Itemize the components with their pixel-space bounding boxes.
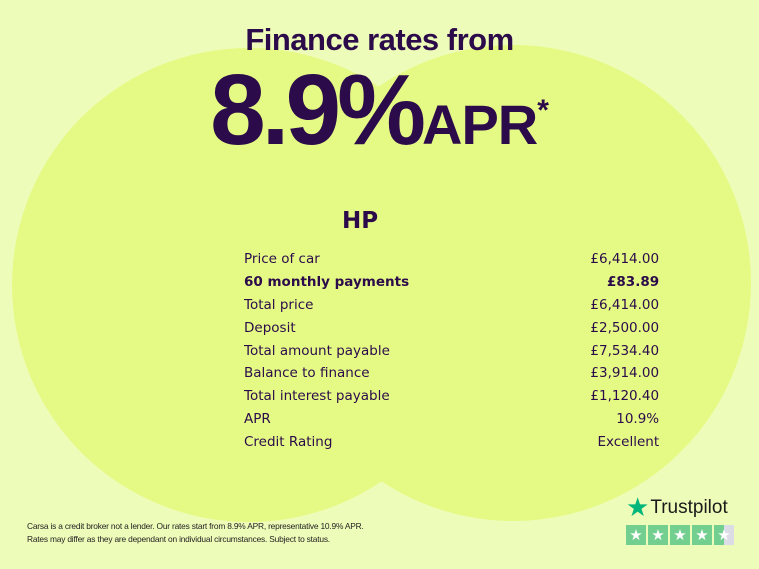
- row-value: £83.89: [607, 274, 660, 291]
- trustpilot-badge[interactable]: ★ Trustpilot ★ ★ ★ ★ ★: [626, 492, 734, 545]
- row-label: 60 monthly payments: [244, 274, 410, 291]
- headline-intro: Finance rates from: [245, 22, 514, 57]
- trustpilot-name: Trustpilot: [650, 496, 728, 518]
- table-row: Balance to finance £3,914.00: [244, 362, 659, 385]
- star-icon: ★: [626, 492, 650, 522]
- disclaimer-line-1: Carsa is a credit broker not a lender. O…: [27, 521, 364, 531]
- rating-star-icon: ★: [670, 525, 690, 545]
- table-row: Credit Rating Excellent: [244, 430, 659, 453]
- background-circle-right: [275, 45, 751, 521]
- row-value: £6,414.00: [590, 251, 660, 268]
- row-label: Total interest payable: [244, 388, 390, 405]
- asterisk: *: [537, 94, 549, 127]
- row-value: 10.9%: [616, 410, 660, 427]
- apr-label: APR: [422, 93, 538, 156]
- trustpilot-rating: ★ ★ ★ ★ ★: [626, 525, 734, 545]
- row-value: £3,914.00: [590, 365, 660, 382]
- table-row: Deposit £2,500.00: [244, 316, 659, 339]
- rating-star-icon: ★: [692, 525, 712, 545]
- row-label: Price of car: [244, 251, 320, 268]
- row-value: £7,534.40: [590, 342, 660, 359]
- table-row: Total price £6,414.00: [244, 294, 659, 317]
- row-value: £1,120.40: [590, 388, 660, 405]
- disclaimer: Carsa is a credit broker not a lender. O…: [27, 520, 364, 546]
- table-row: Price of car £6,414.00: [244, 248, 659, 271]
- row-value: £2,500.00: [590, 319, 660, 336]
- row-value: £6,414.00: [590, 296, 660, 313]
- rating-star-icon: ★: [714, 525, 734, 545]
- headline-rate: 8.9%APR*: [0, 60, 759, 160]
- rating-star-icon: ★: [626, 525, 646, 545]
- row-label: Deposit: [244, 319, 296, 336]
- trustpilot-logo: ★ Trustpilot: [626, 492, 734, 523]
- rate-value: 8.9%: [210, 54, 426, 166]
- rating-star-icon: ★: [648, 525, 668, 545]
- row-label: Total price: [244, 296, 314, 313]
- row-value: Excellent: [597, 433, 660, 450]
- row-label: Balance to finance: [244, 365, 370, 382]
- finance-table: Price of car £6,414.00 60 monthly payments…: [244, 248, 659, 453]
- table-row: Total amount payable £7,534.40: [244, 339, 659, 362]
- plan-title: HP: [342, 208, 379, 234]
- row-label: Credit Rating: [244, 433, 333, 450]
- table-row: Total interest payable £1,120.40: [244, 385, 659, 408]
- row-label: Total amount payable: [244, 342, 390, 359]
- disclaimer-line-2: Rates may differ as they are dependant o…: [27, 534, 330, 544]
- table-row: 60 monthly payments £83.89: [244, 271, 659, 294]
- table-row: APR 10.9%: [244, 408, 659, 431]
- row-label: APR: [244, 410, 271, 427]
